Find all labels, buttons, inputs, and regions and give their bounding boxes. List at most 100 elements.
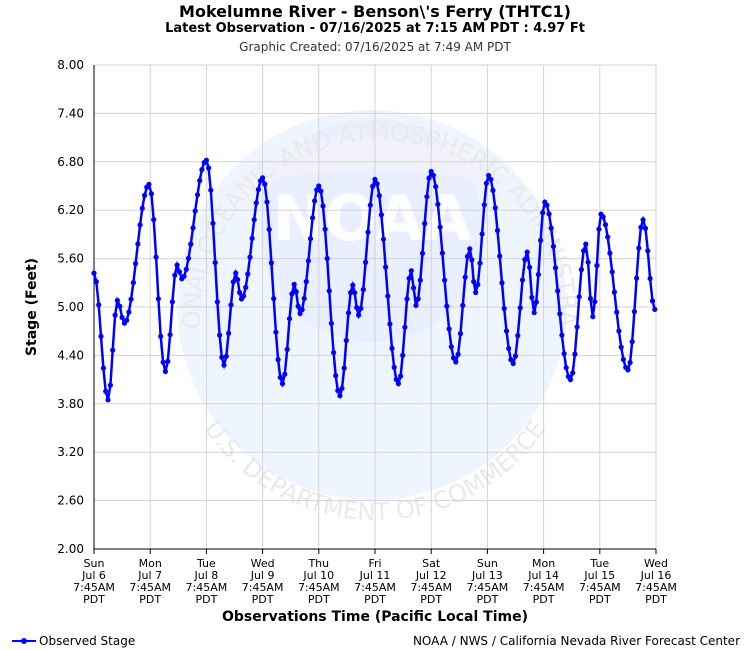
observed-stage-point: [524, 249, 530, 255]
observed-stage-point: [647, 275, 653, 282]
observed-stage-point: [117, 303, 123, 309]
observed-stage-point: [572, 351, 578, 357]
observed-stage-point: [160, 359, 166, 365]
x-tick-label: Thu Jul 10 7:45AM PDT: [298, 557, 340, 606]
observed-stage-point: [365, 229, 371, 235]
y-tick-label: 5.00: [57, 300, 84, 314]
observed-stage-point: [457, 331, 464, 337]
observed-stage-point: [481, 202, 487, 208]
observed-stage-point: [527, 264, 533, 270]
observed-stage-point: [301, 295, 307, 302]
observed-stage-point: [93, 279, 99, 285]
observed-stage-point: [199, 167, 205, 173]
observed-stage-point: [354, 305, 360, 311]
observed-stage-point: [467, 246, 473, 252]
observed-stage-point: [318, 188, 324, 194]
legend: Observed Stage: [12, 634, 135, 648]
observed-stage-point: [501, 305, 507, 312]
y-tick-label: 6.20: [57, 203, 84, 217]
observed-stage-point: [506, 345, 512, 352]
observed-stage-point: [262, 181, 268, 187]
observed-stage-point: [271, 296, 277, 302]
observed-stage-point: [602, 222, 609, 228]
observed-stage-point: [479, 231, 485, 237]
x-tick-label: Mon Jul 7 7:45AM PDT: [129, 557, 171, 606]
observed-stage-point: [165, 358, 171, 364]
observed-stage-point: [350, 282, 356, 288]
observed-stage-point: [538, 237, 544, 243]
x-tick-label: Sun Jul 6 7:45AM PDT: [73, 557, 115, 606]
observed-stage-point: [620, 356, 627, 363]
observed-stage-point: [126, 309, 132, 315]
observed-stage-point: [91, 270, 97, 276]
observed-stage-point: [640, 217, 646, 223]
observed-stage-point: [100, 365, 106, 371]
chart-title: Mokelumne River - Benson\'s Ferry (THTC1…: [179, 2, 571, 21]
observed-stage-point: [570, 370, 576, 376]
observed-stage-point: [360, 287, 366, 293]
y-tick-label: 5.60: [57, 252, 84, 266]
observed-stage-point: [212, 260, 218, 266]
observed-stage-point: [155, 296, 161, 302]
observed-stage-point: [446, 326, 452, 332]
observed-stage-point: [387, 321, 393, 327]
observed-stage-point: [583, 241, 589, 247]
observed-stage-point: [600, 214, 606, 220]
observed-stage-point: [135, 241, 141, 247]
observed-stage-point: [609, 269, 615, 275]
observed-stage-point: [295, 303, 301, 309]
observed-stage-point: [437, 224, 443, 230]
observed-stage-point: [348, 290, 354, 296]
observed-stage-point: [119, 314, 125, 321]
observed-stage-point: [557, 311, 563, 317]
observed-stage-point: [98, 333, 104, 339]
observed-stage-point: [303, 279, 309, 285]
observed-stage-point: [174, 262, 180, 268]
observed-stage-point: [471, 279, 477, 285]
observed-stage-point: [417, 277, 423, 283]
observed-stage-point: [251, 217, 257, 223]
observed-stage-point: [169, 299, 175, 305]
observed-stage-point: [574, 324, 580, 330]
observed-stage-point: [331, 349, 337, 356]
observed-stage-point: [512, 353, 519, 359]
observed-stage-point: [546, 211, 552, 217]
observed-stage-point: [415, 296, 421, 302]
x-tick-label: Sun Jul 13 7:45AM PDT: [467, 557, 509, 606]
observed-stage-point: [636, 245, 642, 251]
observed-stage-point: [389, 345, 395, 351]
observed-stage-point: [510, 360, 516, 367]
observed-stage-point: [307, 236, 314, 242]
observed-stage-point: [515, 333, 521, 339]
observed-stage-point: [237, 289, 243, 296]
observed-stage-point: [494, 227, 501, 234]
observed-stage-point: [247, 254, 253, 260]
legend-label: Observed Stage: [39, 634, 136, 648]
x-tick-label: Mon Jul 14 7:45AM PDT: [523, 557, 565, 606]
observed-stage-point: [490, 187, 496, 193]
observed-stage-point: [428, 168, 434, 175]
observed-stage-point: [380, 236, 387, 242]
observed-stage-point: [548, 225, 554, 231]
observed-stage-point: [153, 254, 159, 260]
observed-stage-point: [424, 194, 430, 200]
y-tick-label: 4.40: [57, 348, 84, 362]
observed-stage-point: [105, 397, 111, 403]
footer-credit: NOAA / NWS / California Nevada River For…: [412, 634, 740, 648]
observed-stage-point: [273, 329, 279, 335]
observed-stage-point: [533, 299, 539, 305]
observed-stage-point: [581, 248, 587, 254]
y-tick-label: 3.20: [57, 445, 84, 459]
observed-stage-point: [400, 352, 406, 358]
observed-stage-point: [279, 381, 286, 387]
observed-stage-point: [203, 157, 209, 163]
observed-stage-point: [148, 191, 154, 197]
observed-stage-point: [322, 226, 328, 232]
observed-stage-point: [310, 215, 316, 221]
observed-stage-point: [567, 377, 574, 383]
observed-stage-point: [253, 200, 259, 206]
observed-stage-point: [422, 220, 428, 227]
observed-stage-point: [326, 288, 332, 294]
observed-stage-point: [305, 258, 311, 264]
observed-stage-point: [162, 368, 168, 375]
